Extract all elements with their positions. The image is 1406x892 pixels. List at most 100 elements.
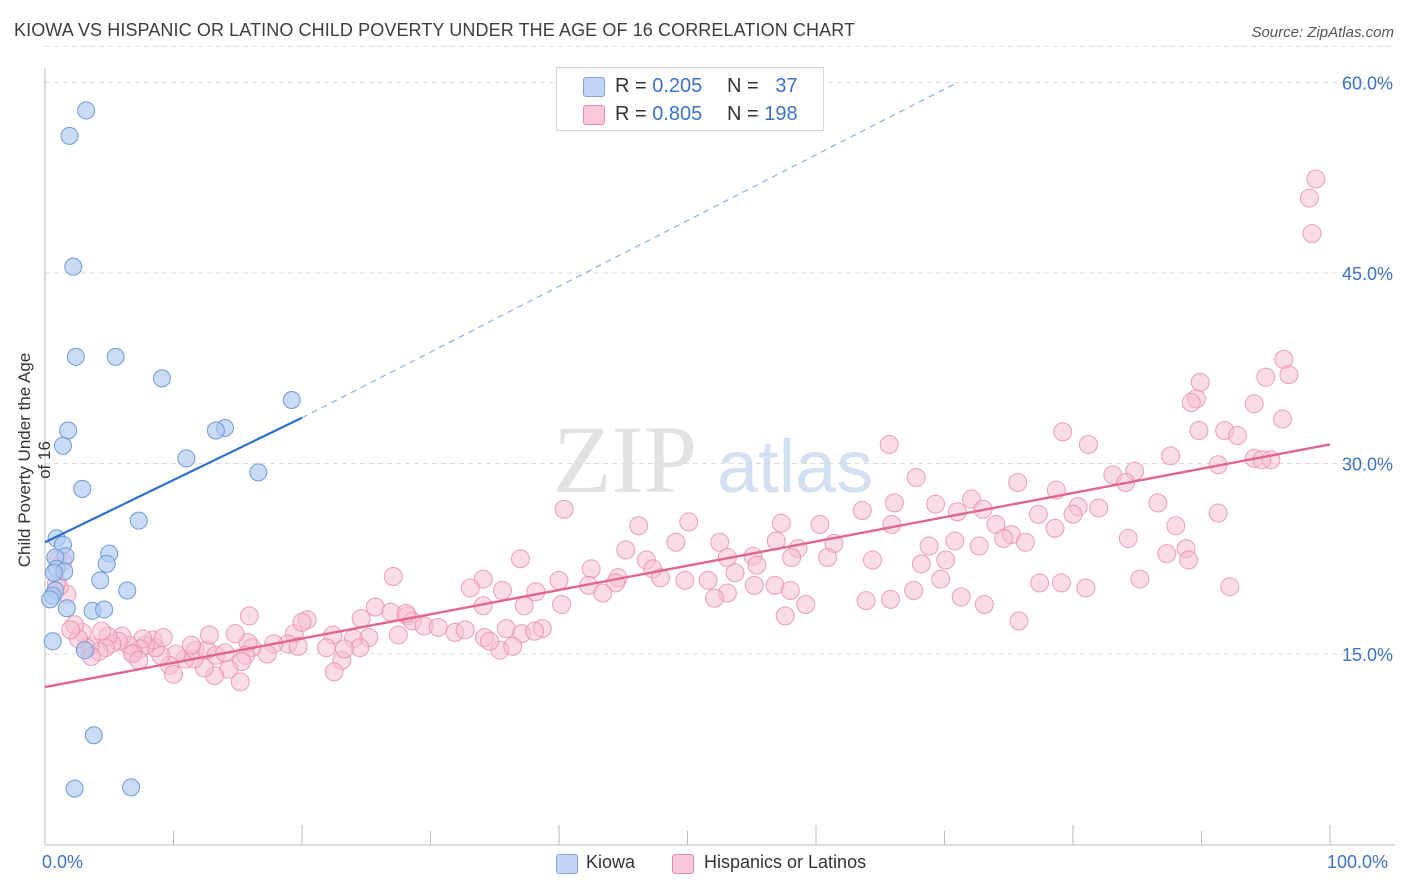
correlation-legend: R = 0.205 N = 37 R = 0.805 N = 198 [556, 67, 824, 131]
hispanic-point [810, 514, 830, 534]
hispanic-point [1220, 577, 1240, 597]
kiowa-point [73, 479, 92, 498]
hispanic-point [225, 624, 245, 644]
legend-kiowa-r: 0.205 [652, 75, 703, 97]
hispanic-point [1208, 503, 1228, 523]
hispanic-point [388, 625, 408, 645]
kiowa-point [64, 257, 83, 276]
hispanic-point [919, 536, 939, 556]
hispanic-point [1244, 394, 1264, 414]
kiowa-points [41, 101, 301, 798]
kiowa-point [57, 599, 76, 618]
kiowa-point [77, 101, 96, 120]
hispanic-point [1302, 224, 1322, 244]
hispanic-point [852, 500, 872, 520]
hispanic-point [780, 581, 800, 600]
hispanic-point [593, 583, 613, 603]
source-label: Source: ZipAtlas.com [1251, 24, 1394, 41]
kiowa-point [66, 347, 85, 366]
hispanic-point [1306, 169, 1326, 189]
hispanic-point [1190, 372, 1210, 392]
hispanic-point [698, 570, 718, 590]
hispanic-point [1045, 518, 1065, 538]
hispanic-point [744, 575, 764, 595]
hispanic-point [1272, 409, 1292, 429]
y-tick-label: 15.0% [1342, 645, 1393, 665]
legend-r-label: R = [615, 75, 647, 97]
y-tick-label: 45.0% [1342, 264, 1393, 284]
hispanic-point [1009, 611, 1029, 631]
hispanic-point [153, 627, 173, 647]
hispanic-point [911, 554, 931, 574]
hispanic-point [782, 547, 802, 567]
hispanic-point [492, 581, 512, 600]
hispanic-point [926, 494, 946, 514]
hispanic-point [1118, 528, 1138, 548]
hispanic-point [239, 606, 259, 626]
hispanic-point [581, 559, 601, 579]
hispanic-point [292, 612, 312, 632]
axes [44, 68, 1395, 846]
hispanic-legend-swatch [672, 854, 694, 874]
kiowa-point [60, 126, 79, 145]
watermark-atlas: atlas [717, 425, 873, 508]
hispanic-point [164, 664, 183, 684]
chart-title: KIOWA VS HISPANIC OR LATINO CHILD POVERT… [14, 20, 856, 40]
legend-n-label: N = [727, 75, 759, 97]
hispanic-point [129, 650, 149, 670]
hispanic-point [1227, 426, 1247, 446]
hispanic-point [351, 608, 371, 628]
hispanic-point [288, 636, 308, 656]
hispanic-point [651, 568, 671, 588]
x-tick-label-max: 100.0% [1327, 852, 1389, 872]
hispanic-point [771, 513, 791, 533]
hispanic-point [951, 587, 971, 607]
hispanic-point [947, 502, 967, 522]
kiowa-point [97, 554, 116, 573]
legend-row-hispanic: R = 0.805 N = 198 [557, 102, 823, 128]
kiowa-trend-extension [301, 81, 958, 419]
kiowa-point [177, 449, 196, 468]
hispanic-point [230, 672, 250, 692]
hispanic-point [61, 620, 81, 640]
hispanic-point [1030, 573, 1050, 593]
hispanic-point [181, 635, 201, 655]
hispanic-point [199, 625, 219, 645]
hispanic-point [725, 563, 745, 583]
hispanic-point [882, 514, 902, 534]
hispanic-point [974, 594, 994, 614]
kiowa-point [44, 563, 63, 582]
hispanic-point [1279, 365, 1299, 385]
hispanic-point [525, 621, 545, 641]
hispanic-swatch [583, 105, 605, 125]
trend-lines [44, 81, 1331, 689]
kiowa-point [206, 421, 225, 440]
hispanic-point [1063, 504, 1083, 524]
kiowa-point [91, 571, 110, 590]
hispanic-point [856, 591, 876, 611]
hispanic-point [994, 528, 1014, 548]
kiowa-trend-line [44, 416, 303, 544]
kiowa-point [65, 779, 84, 798]
legend-kiowa-n: 37 [775, 75, 798, 97]
hispanic-point [1189, 420, 1209, 440]
hispanic-point [796, 594, 816, 614]
hispanic-point [514, 596, 534, 616]
kiowa-point [152, 369, 171, 388]
kiowa-point [95, 600, 114, 619]
hispanic-legend-label: Hispanics or Latinos [704, 852, 867, 872]
kiowa-point [106, 347, 125, 366]
hispanic-point [1028, 504, 1048, 524]
hispanic-point [945, 531, 965, 551]
hispanic-point [616, 540, 636, 560]
hispanic-point [503, 636, 523, 656]
kiowa-point [249, 463, 268, 482]
hispanic-trend-line [44, 443, 1331, 689]
hispanic-point [1008, 473, 1028, 493]
hispanic-point [554, 499, 574, 519]
hispanic-point [460, 578, 480, 598]
kiowa-point [129, 511, 148, 530]
kiowa-point [53, 436, 72, 455]
watermark: ZIP atlas [553, 406, 873, 513]
